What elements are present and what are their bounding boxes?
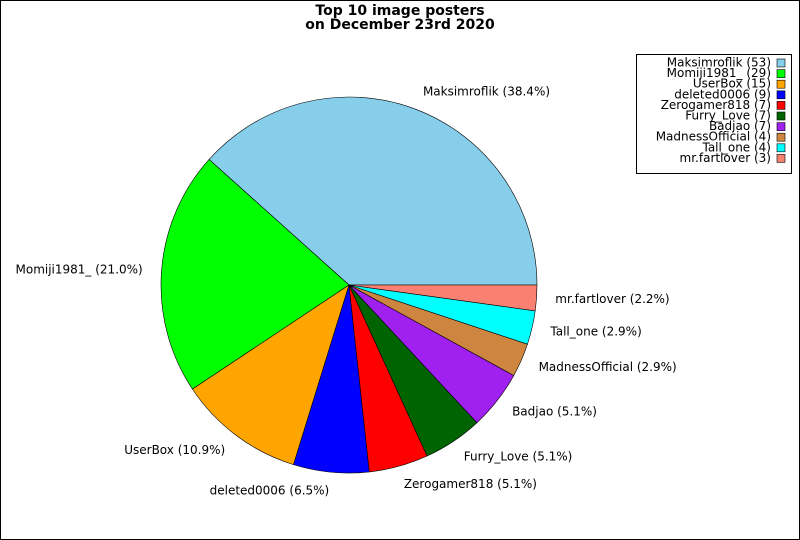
legend-swatch — [776, 79, 786, 89]
legend-swatch — [776, 143, 786, 153]
pie-slice — [192, 284, 350, 465]
slice-label: deleted0006 (6.5%) — [210, 483, 330, 497]
legend-swatch — [776, 101, 786, 110]
legend-label: mr.fartlover (3) — [680, 151, 771, 165]
legend-label: deleted0006 (9) — [674, 87, 771, 101]
slice-label: MadnessOfficial (2.9%) — [539, 360, 677, 374]
slice-label: Tall_one (2.9%) — [549, 324, 641, 338]
pie-slice — [348, 284, 538, 312]
legend-swatch — [776, 132, 786, 142]
legend-label: UserBox (15) — [693, 77, 771, 91]
slice-label: Badjao (5.1%) — [512, 405, 597, 419]
legend-swatch — [776, 111, 786, 121]
legend-swatch — [776, 122, 786, 131]
pie-slice — [208, 96, 538, 286]
legend-swatch — [776, 154, 786, 163]
slice-label: Furry_Love (5.1%) — [464, 450, 573, 464]
legend-label: Momiji1981_ (29) — [667, 66, 771, 80]
slice-label: mr.fartlover (2.2%) — [555, 292, 669, 306]
legend-label: Tall_one (4) — [701, 140, 771, 154]
legend-label: Badjao (7) — [709, 119, 771, 133]
legend-swatch — [776, 90, 786, 100]
legend-label: Furry_Love (7) — [685, 109, 771, 123]
legend-label: Maksimroflik (53) — [667, 56, 771, 70]
slice-label: Maksimroflik (38.4%) — [423, 84, 550, 98]
slice-label: UserBox (10.9%) — [124, 443, 225, 457]
legend-swatch — [776, 69, 786, 78]
chart-title: Top 10 image posters — [315, 3, 484, 19]
slice-label: Zerogamer818 (5.1%) — [404, 477, 537, 491]
legend-box — [636, 54, 792, 174]
slice-label: Momiji1981_ (21.0%) — [16, 263, 143, 277]
chart-title: on December 23rd 2020 — [305, 17, 495, 33]
legend-label: Zerogamer818 (7) — [661, 98, 771, 112]
legend-swatch — [776, 58, 786, 68]
legend-label: MadnessOfficial (4) — [656, 130, 771, 144]
pie-slice — [160, 159, 350, 390]
